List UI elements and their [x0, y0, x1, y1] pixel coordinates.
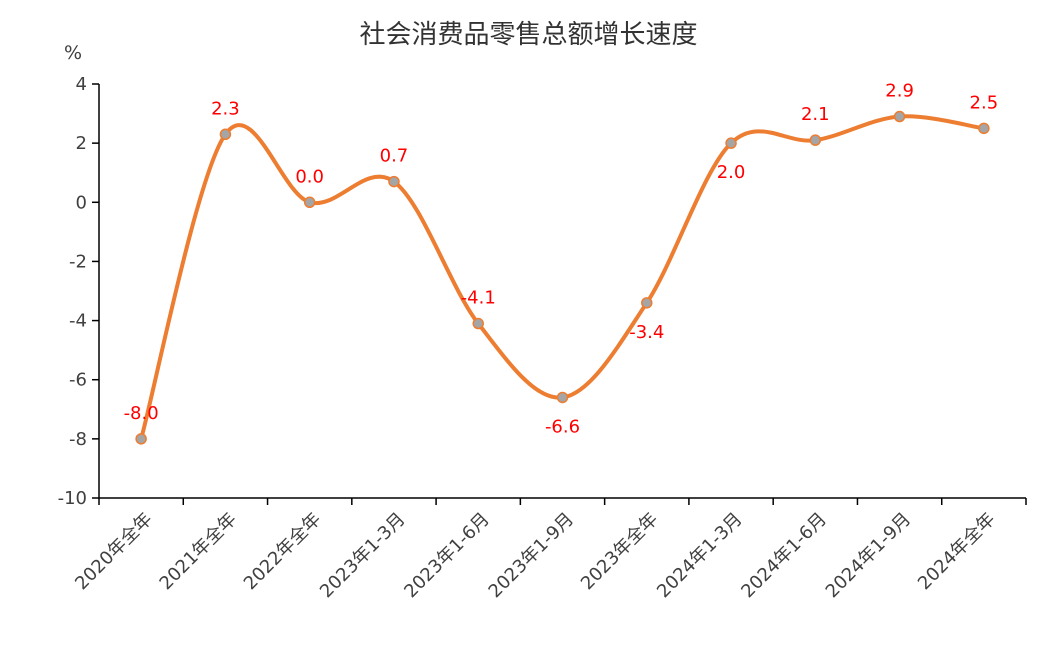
y-tick-label: -4: [69, 311, 87, 332]
data-point: [725, 137, 737, 149]
data-label: 0.0: [295, 166, 324, 187]
chart-title: 社会消费品零售总额增长速度: [359, 20, 698, 50]
x-tick-label: 2021年全年: [156, 509, 241, 594]
x-tick-label: 2022年全年: [240, 509, 325, 594]
data-point: [135, 433, 147, 445]
data-label: 2.9: [885, 81, 914, 102]
series-line: [139, 114, 986, 441]
data-point: [978, 122, 990, 135]
data-point: [641, 297, 653, 309]
data-point: [472, 317, 484, 330]
x-tick-label: 2020年全年: [71, 509, 156, 594]
data-label: 2.0: [717, 162, 746, 183]
data-point: [303, 196, 316, 209]
x-tick-label: 2024年1-9月: [822, 509, 915, 602]
data-point: [219, 128, 232, 141]
data-point: [388, 175, 400, 188]
data-point: [809, 134, 822, 146]
x-tick-label: 2023年1-3月: [316, 509, 409, 602]
data-point: [556, 391, 569, 404]
data-markers: [135, 110, 990, 445]
x-tick-label: 2023年1-9月: [485, 509, 578, 602]
data-label: 2.3: [211, 98, 240, 119]
data-label: 0.7: [380, 146, 409, 167]
y-tick-label: -8: [69, 429, 87, 450]
axes: [98, 84, 1026, 499]
x-tick-label: 2024年全年: [914, 509, 999, 594]
y-tick-label: -2: [69, 251, 87, 272]
data-label: 2.5: [970, 92, 999, 113]
y-axis-unit-label: %: [64, 42, 83, 64]
data-label: -6.6: [545, 416, 580, 437]
y-tick-label: -10: [58, 488, 87, 509]
x-tick-label: 2023年全年: [577, 509, 662, 594]
x-tick-label: 2024年1-3月: [653, 509, 746, 602]
y-axis-ticks: 4 2 0 -2 -4 -6 -8 -10: [58, 74, 99, 509]
data-label: -8.0: [124, 403, 159, 424]
y-tick-label: 2: [76, 133, 87, 154]
x-tick-label: 2024年1-6月: [737, 509, 830, 602]
data-point: [893, 110, 906, 123]
y-tick-label: -6: [69, 370, 87, 391]
data-label: -3.4: [629, 322, 664, 343]
y-tick-label: 0: [76, 192, 87, 213]
data-labels: -8.0 2.3 0.0 0.7 -4.1 -6.6 -3.4 2.0 2.1 2.9 2.5: [124, 81, 999, 438]
y-tick-label: 4: [76, 74, 87, 95]
data-label: -4.1: [461, 288, 496, 309]
x-axis-ticks: 2020年全年2021年全年2022年全年2023年1-3月2023年1-6月2…: [71, 498, 1027, 602]
data-label: 2.1: [801, 104, 830, 125]
x-tick-label: 2023年1-6月: [400, 509, 493, 602]
